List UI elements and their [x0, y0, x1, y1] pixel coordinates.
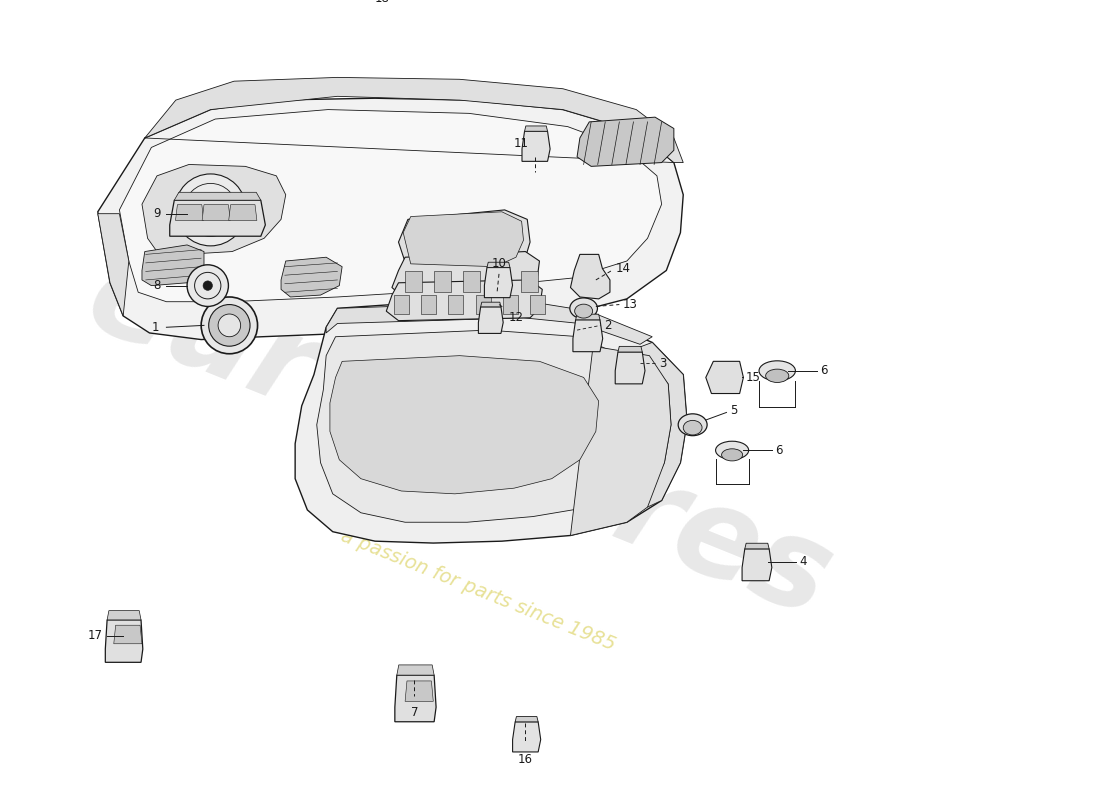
Text: 15: 15: [746, 371, 760, 384]
Bar: [463, 271, 480, 292]
Polygon shape: [314, 0, 341, 26]
Polygon shape: [484, 267, 513, 298]
Circle shape: [209, 305, 250, 346]
Bar: [503, 295, 518, 314]
Polygon shape: [513, 722, 541, 752]
Circle shape: [175, 174, 246, 246]
Polygon shape: [280, 258, 342, 297]
Polygon shape: [405, 681, 433, 702]
Polygon shape: [487, 262, 510, 267]
Text: 1: 1: [152, 321, 158, 334]
Polygon shape: [578, 117, 674, 166]
Circle shape: [204, 281, 212, 290]
Polygon shape: [317, 330, 646, 522]
Text: a passion for parts since 1985: a passion for parts since 1985: [339, 526, 618, 654]
Polygon shape: [618, 346, 642, 352]
Text: 9: 9: [153, 207, 161, 220]
Polygon shape: [386, 280, 542, 321]
Text: 12: 12: [508, 311, 524, 324]
Polygon shape: [404, 212, 524, 266]
Polygon shape: [349, 0, 377, 26]
Polygon shape: [176, 205, 204, 221]
Polygon shape: [481, 302, 500, 307]
Polygon shape: [571, 254, 610, 299]
Text: 6: 6: [776, 444, 783, 457]
Text: eurospares: eurospares: [70, 235, 848, 643]
Circle shape: [218, 314, 241, 337]
Polygon shape: [98, 214, 129, 316]
Polygon shape: [106, 620, 143, 662]
Polygon shape: [229, 205, 257, 221]
Polygon shape: [202, 205, 230, 221]
Bar: [449, 295, 463, 314]
Text: 10: 10: [492, 258, 506, 270]
Text: 16: 16: [518, 753, 532, 766]
Polygon shape: [573, 320, 603, 352]
Polygon shape: [107, 610, 141, 620]
Polygon shape: [330, 356, 598, 494]
Polygon shape: [392, 251, 539, 299]
Text: 6: 6: [821, 364, 828, 378]
Polygon shape: [575, 314, 600, 320]
Polygon shape: [397, 665, 434, 675]
Polygon shape: [522, 131, 550, 162]
Text: 18: 18: [375, 0, 390, 6]
Circle shape: [187, 265, 229, 306]
Text: 5: 5: [730, 404, 738, 417]
Text: 4: 4: [800, 555, 807, 569]
Text: 13: 13: [623, 298, 638, 311]
Polygon shape: [142, 165, 286, 254]
Polygon shape: [301, 0, 462, 32]
Polygon shape: [384, 0, 412, 26]
Ellipse shape: [716, 442, 749, 459]
Polygon shape: [98, 98, 683, 339]
Polygon shape: [174, 192, 261, 200]
Text: 11: 11: [514, 137, 529, 150]
Polygon shape: [478, 307, 503, 334]
Ellipse shape: [570, 298, 597, 318]
Polygon shape: [145, 78, 683, 162]
Text: 3: 3: [659, 357, 667, 370]
Polygon shape: [627, 342, 688, 507]
Polygon shape: [142, 245, 204, 286]
Bar: [394, 295, 409, 314]
Ellipse shape: [683, 420, 702, 435]
Text: 8: 8: [153, 279, 161, 292]
Polygon shape: [295, 302, 688, 543]
Polygon shape: [395, 675, 436, 722]
Polygon shape: [745, 543, 769, 549]
Polygon shape: [113, 626, 142, 644]
Circle shape: [201, 297, 257, 354]
Text: 7: 7: [410, 706, 418, 719]
Bar: [475, 295, 491, 314]
Text: 2: 2: [604, 319, 612, 332]
Ellipse shape: [679, 414, 707, 436]
Bar: [434, 271, 451, 292]
Polygon shape: [169, 200, 265, 236]
Bar: [530, 295, 546, 314]
Polygon shape: [615, 352, 645, 384]
Ellipse shape: [759, 361, 795, 381]
Polygon shape: [706, 362, 744, 394]
Polygon shape: [420, 0, 449, 26]
Polygon shape: [120, 110, 661, 302]
Text: 17: 17: [88, 630, 102, 642]
Bar: [405, 271, 422, 292]
Polygon shape: [398, 210, 530, 274]
Polygon shape: [571, 346, 671, 535]
Ellipse shape: [722, 449, 742, 461]
Bar: [520, 271, 538, 292]
Bar: [492, 271, 508, 292]
Polygon shape: [525, 126, 548, 131]
Ellipse shape: [574, 304, 593, 318]
Bar: [421, 295, 436, 314]
Polygon shape: [515, 717, 538, 722]
Polygon shape: [742, 549, 772, 581]
Polygon shape: [327, 302, 652, 344]
Text: 14: 14: [616, 262, 630, 275]
Ellipse shape: [766, 369, 789, 382]
